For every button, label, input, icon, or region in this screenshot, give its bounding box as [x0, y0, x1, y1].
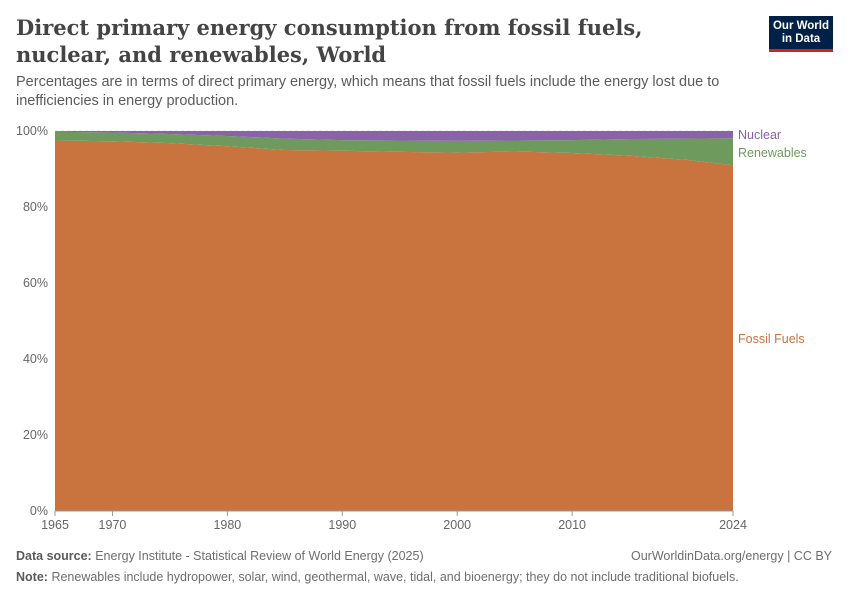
y-tick-label: 40%: [23, 352, 48, 366]
legend-label-fossil-fuels: Fossil Fuels: [738, 332, 805, 346]
area-nuclear: [55, 131, 733, 141]
y-tick-label: 20%: [23, 428, 48, 442]
x-tick-label: 1970: [99, 518, 127, 532]
y-tick-label: 100%: [16, 124, 48, 138]
chart-subtitle: Percentages are in terms of direct prima…: [16, 74, 720, 109]
source-label: Data source:: [16, 549, 92, 563]
y-tick-label: 60%: [23, 276, 48, 290]
credit-link[interactable]: OurWorldinData.org/energy | CC BY: [630, 549, 832, 563]
note-text: Renewables include hydropower, solar, wi…: [51, 570, 739, 584]
x-tick-label: 1965: [41, 518, 69, 532]
x-tick-label: 2010: [558, 518, 586, 532]
note: Note: Renewables include hydropower, sol…: [16, 570, 739, 584]
y-tick-label: 0%: [30, 504, 48, 518]
y-tick-label: 80%: [23, 200, 48, 214]
x-tick-label: 2000: [443, 518, 471, 532]
area-fossil-fuels: [55, 140, 733, 511]
legend-label-nuclear: Nuclear: [738, 128, 781, 142]
legend-label-renewables: Renewables: [738, 146, 807, 160]
source-text[interactable]: Energy Institute - Statistical Review of…: [95, 549, 424, 563]
x-tick-label: 2024: [719, 518, 747, 532]
data-source: Data source: Energy Institute - Statisti…: [16, 549, 424, 563]
owid-logo[interactable]: Our World in Data: [769, 16, 833, 52]
x-tick-label: 1980: [213, 518, 241, 532]
note-label: Note:: [16, 570, 48, 584]
x-tick-label: 1990: [328, 518, 356, 532]
chart-title: Direct primary energy consumption from f…: [16, 15, 643, 67]
area-renewables: [55, 131, 733, 166]
